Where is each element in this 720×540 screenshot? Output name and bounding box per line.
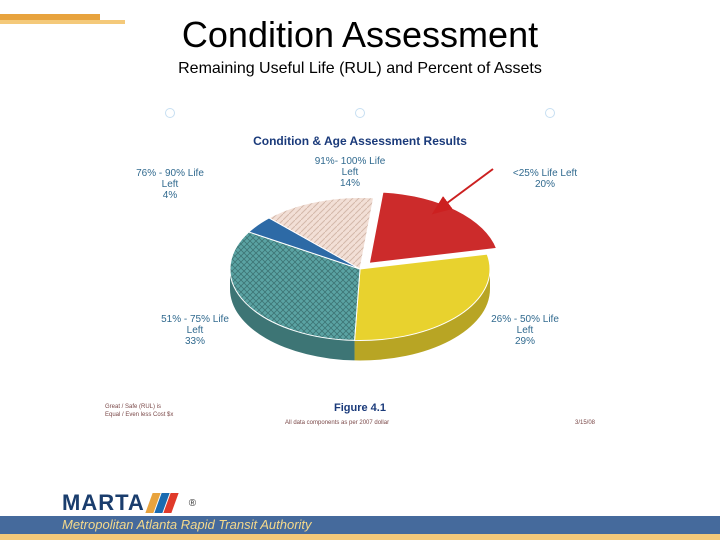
chart-title: Condition & Age Assessment Results [95, 134, 625, 148]
footnote: Great / Safe (RUL) is [105, 404, 161, 410]
footnote: 3/15/08 [575, 420, 595, 426]
slide: Condition Assessment Remaining Useful Li… [0, 14, 720, 540]
org-name: Metropolitan Atlanta Rapid Transit Autho… [62, 517, 312, 532]
pie-slice-label: 91%- 100% LifeLeft14% [295, 156, 405, 189]
hole-punch-icon [355, 108, 365, 118]
callout-arrow-icon [205, 184, 515, 394]
hole-punch-icon [165, 108, 175, 118]
chart-area: Condition & Age Assessment Results [95, 104, 625, 444]
pie-slice-label: 76% - 90% LifeLeft4% [120, 168, 220, 201]
registered-icon: ® [189, 498, 196, 509]
hole-punch-icon [545, 108, 555, 118]
pie-chart: <25% Life Left20%26% - 50% LifeLeft29%51… [205, 184, 515, 394]
pie-slice-label: 26% - 50% LifeLeft29% [475, 314, 575, 347]
slide-subtitle: Remaining Useful Life (RUL) and Percent … [0, 60, 720, 78]
footer: MARTA ® Metropolitan Atlanta Rapid Trans… [0, 484, 720, 540]
pie-slice-label: 51% - 75% LifeLeft33% [145, 314, 245, 347]
footnote: All data components as per 2007 dollar [285, 420, 389, 426]
corner-accent [0, 14, 125, 24]
footer-bar-primary: Metropolitan Atlanta Rapid Transit Autho… [0, 516, 720, 534]
footnote: Equal / Even less Cost $x [105, 412, 173, 418]
footer-bar-accent1 [0, 534, 720, 540]
pie-slice-label: <25% Life Left20% [495, 168, 595, 190]
logo-stripes-icon [149, 493, 183, 513]
figure-label: Figure 4.1 [95, 402, 625, 414]
logo-text: MARTA [62, 490, 145, 516]
logo: MARTA ® [62, 490, 196, 516]
